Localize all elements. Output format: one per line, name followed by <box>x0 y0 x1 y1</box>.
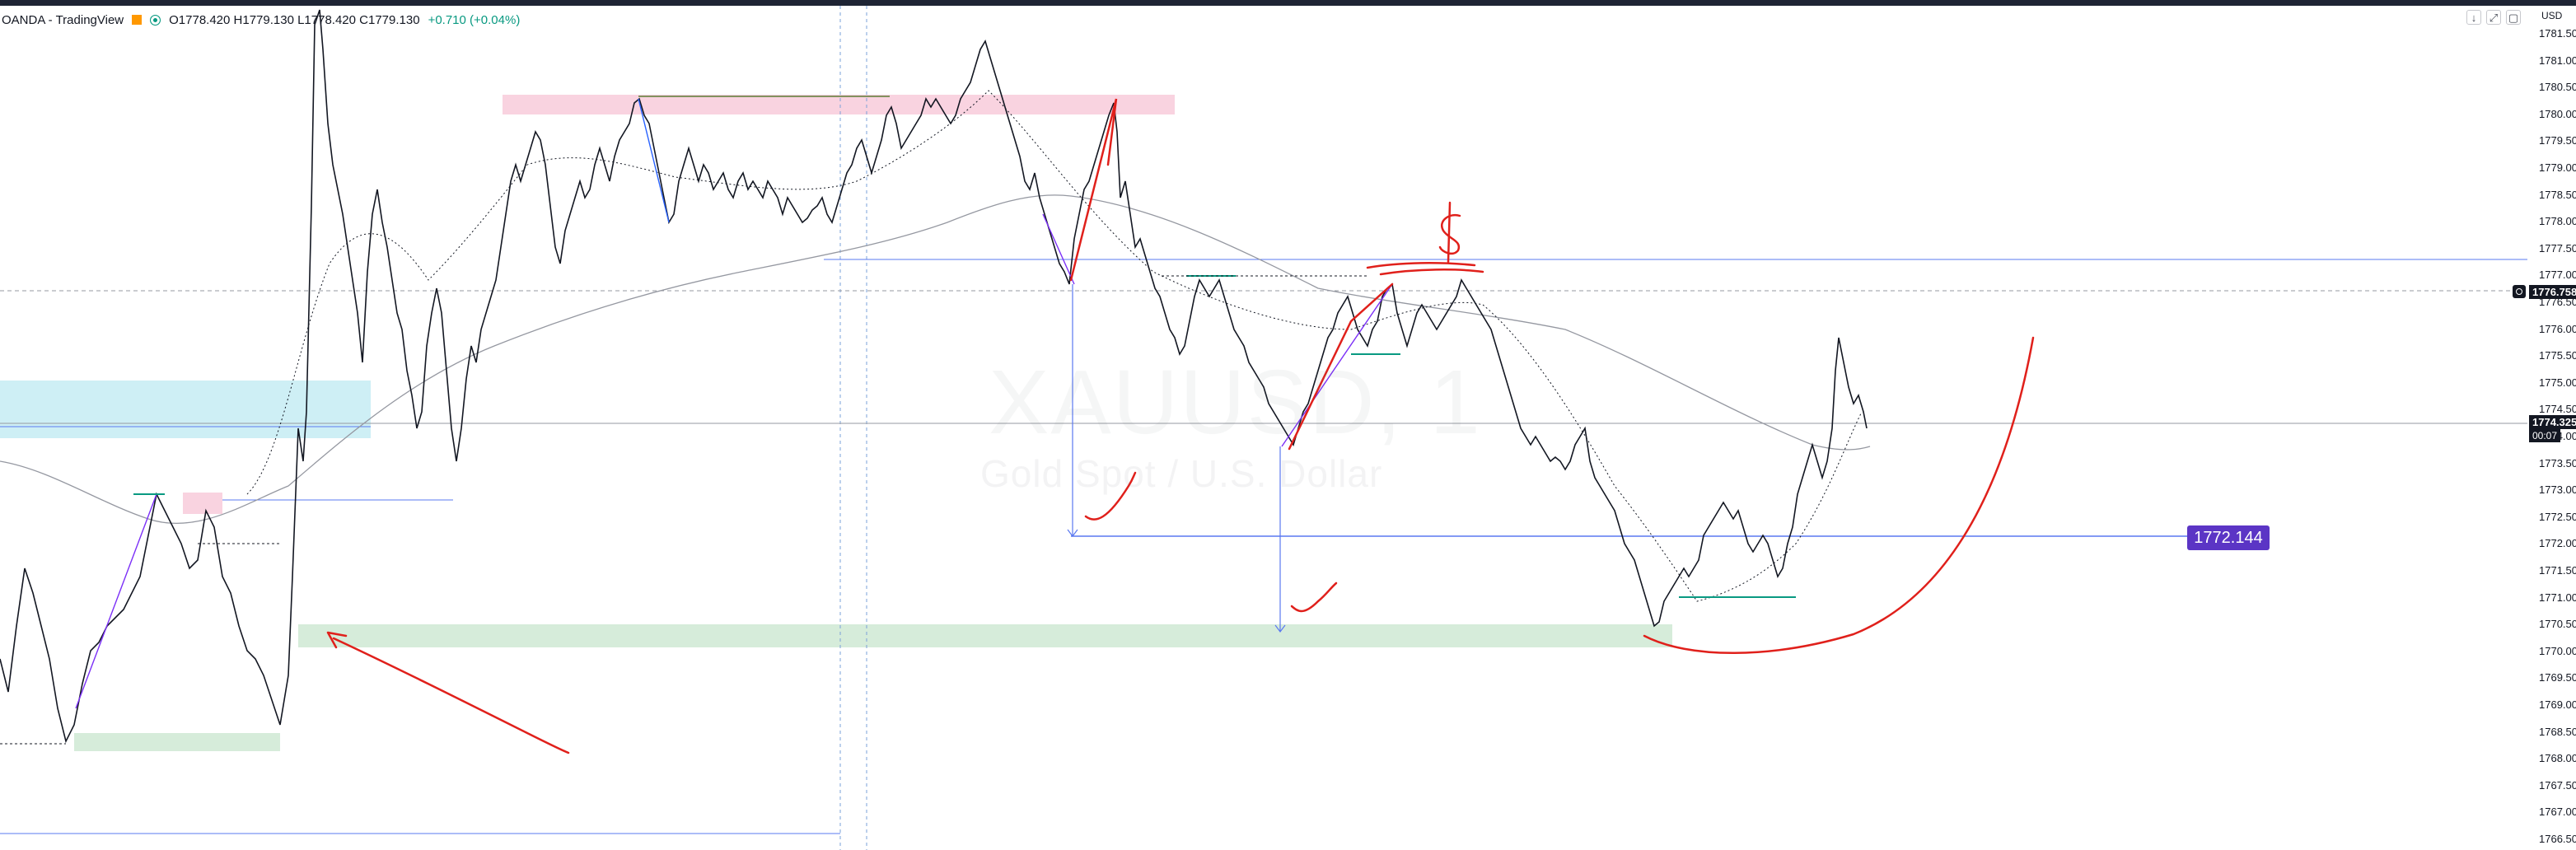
price-tick: 1771.500 <box>2539 564 2576 577</box>
symbol-source[interactable]: OANDA - TradingView <box>2 12 124 27</box>
red-dollar-sign <box>1438 201 1461 264</box>
red-line-up <box>1069 98 1394 451</box>
market-open-icon <box>150 14 161 26</box>
fullscreen-icon[interactable]: ▢ <box>2506 10 2521 25</box>
watermark-description: Gold Spot / U.S. Dollar <box>980 452 1383 495</box>
price-tick: 1780.500 <box>2539 81 2576 94</box>
demand-zone-left[interactable] <box>74 733 280 751</box>
price-tick: 1774.500 <box>2539 403 2576 416</box>
last-price-tag: 1774.325 <box>2529 415 2576 429</box>
crosshair-icon[interactable] <box>2513 285 2526 298</box>
price-tick: 1776.000 <box>2539 322 2576 335</box>
price-tick: 1778.000 <box>2539 215 2576 228</box>
crosshair-price-tag: 1776.758 <box>2529 285 2576 299</box>
red-arrow-head <box>326 631 348 649</box>
moving-average-line <box>0 194 1871 525</box>
projection-arrow-1[interactable] <box>1067 284 1078 537</box>
red-check-2 <box>1290 581 1338 613</box>
price-tick: 1773.500 <box>2539 456 2576 469</box>
price-tick: 1771.000 <box>2539 591 2576 604</box>
candlesticks[interactable] <box>0 9 1868 744</box>
price-change: +0.710 (+0.04%) <box>428 12 521 27</box>
red-bowl-curve <box>1643 336 2035 654</box>
red-arrow-curve <box>332 637 570 754</box>
swing-line-blue[interactable] <box>638 98 670 223</box>
maximize-icon[interactable]: ⤢ <box>2486 10 2501 25</box>
price-tick: 1781.500 <box>2539 27 2576 40</box>
price-tick: 1766.500 <box>2539 833 2576 845</box>
supply-zone-small[interactable] <box>183 493 222 514</box>
symbol-legend[interactable]: OANDA - TradingView O1778.420 H1779.130 … <box>2 12 520 28</box>
price-tick: 1779.000 <box>2539 161 2576 174</box>
price-tick: 1768.000 <box>2539 752 2576 765</box>
price-tick: 1767.500 <box>2539 778 2576 792</box>
flag-icon[interactable] <box>132 15 143 25</box>
cyan-zone[interactable] <box>0 381 371 438</box>
price-tick: 1777.000 <box>2539 269 2576 282</box>
price-tick: 1768.500 <box>2539 725 2576 738</box>
price-tick: 1775.000 <box>2539 376 2576 389</box>
price-tick: 1780.000 <box>2539 107 2576 120</box>
price-tick: 1773.000 <box>2539 483 2576 497</box>
price-tick: 1772.500 <box>2539 510 2576 523</box>
supply-zone-top[interactable] <box>503 95 1175 114</box>
price-tick: 1778.500 <box>2539 188 2576 201</box>
demand-zone-main[interactable] <box>298 624 1672 647</box>
swing-line-purple[interactable] <box>75 213 1393 709</box>
green-levels[interactable] <box>133 275 1796 598</box>
price-tick: 1772.000 <box>2539 537 2576 550</box>
price-tick: 1769.000 <box>2539 698 2576 711</box>
red-top-marks <box>1366 262 1484 276</box>
price-tick: 1777.500 <box>2539 241 2576 255</box>
window-top-bar <box>0 0 2576 6</box>
price-tick: 1767.000 <box>2539 806 2576 819</box>
bar-countdown: 00:07 <box>2529 429 2561 442</box>
price-tick: 1779.500 <box>2539 134 2576 147</box>
ohlc-values: O1778.420 H1779.130 L1778.420 C1779.130 <box>169 12 420 27</box>
price-tick: 1770.000 <box>2539 644 2576 657</box>
dashed-marker-left <box>0 543 280 745</box>
level-price-badge[interactable]: 1772.144 <box>2187 525 2270 550</box>
short-ma-dotted <box>246 90 1863 602</box>
red-check-1 <box>1084 471 1137 521</box>
currency-label[interactable]: USD <box>2541 10 2563 21</box>
price-tick: 1770.500 <box>2539 618 2576 631</box>
watermark-ticker: XAUUSD, 1 <box>989 352 1482 453</box>
projection-arrow-2[interactable] <box>1274 446 1286 633</box>
price-tick: 1781.000 <box>2539 54 2576 67</box>
hand-drawings[interactable] <box>326 98 2035 754</box>
price-tick: 1775.500 <box>2539 349 2576 362</box>
download-icon[interactable]: ↓ <box>2466 10 2481 25</box>
price-tick: 1769.500 <box>2539 671 2576 684</box>
